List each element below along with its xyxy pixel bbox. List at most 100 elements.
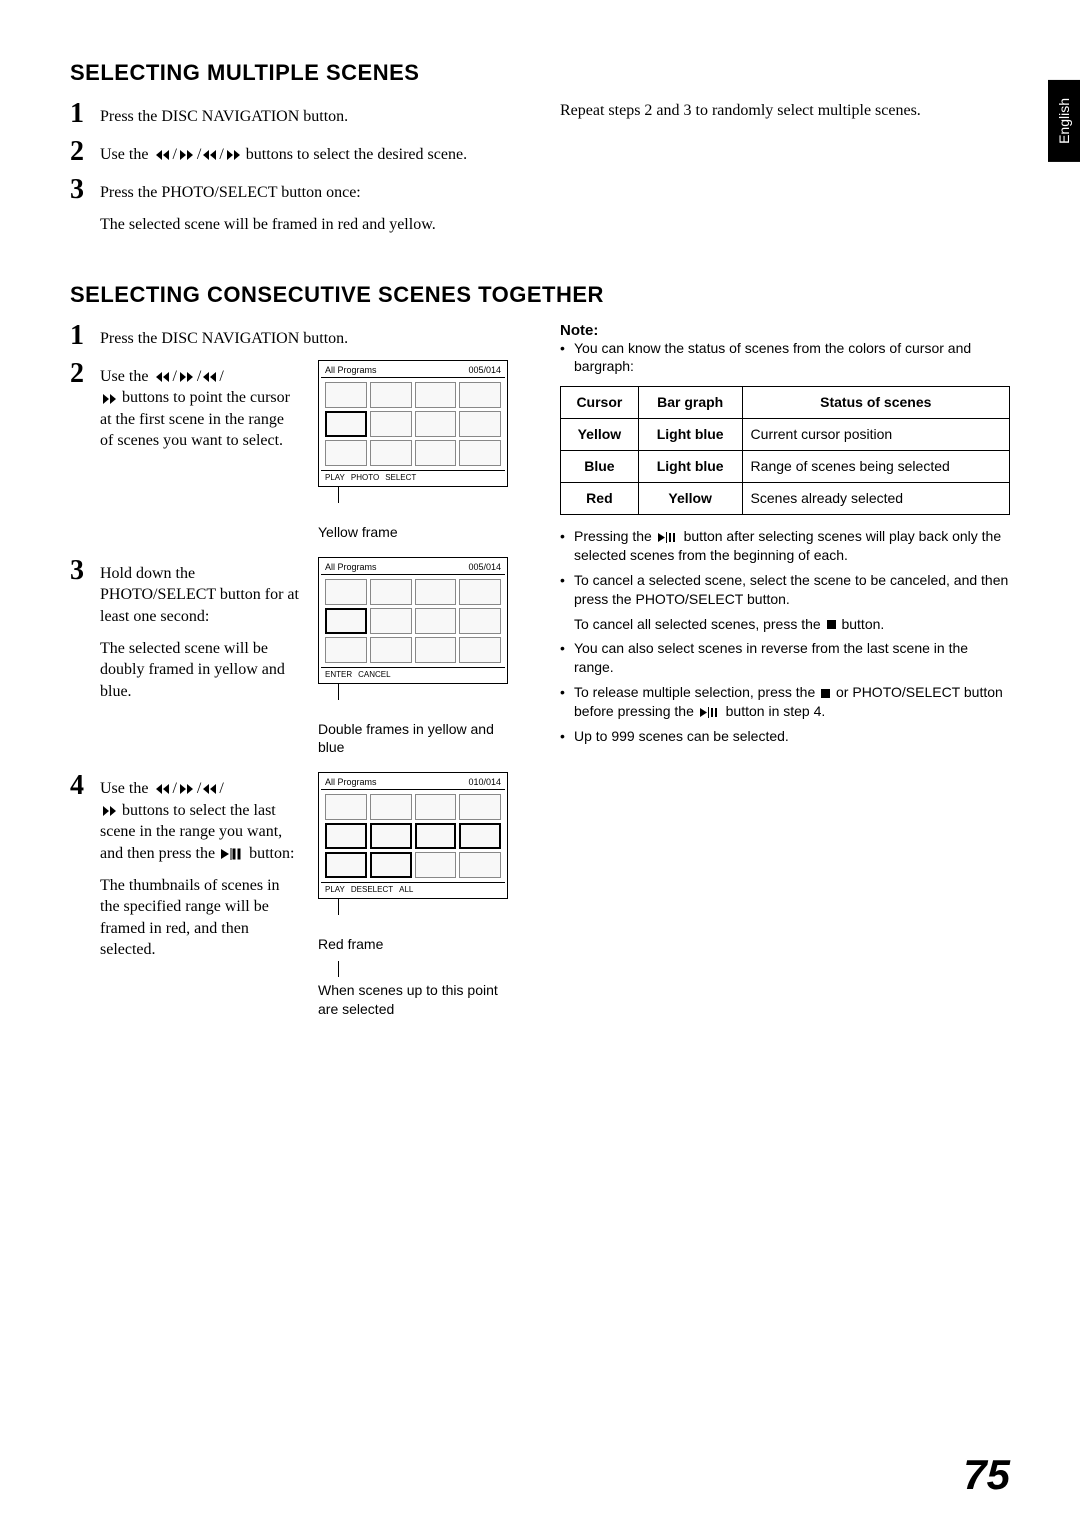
step: 1 Press the DISC NAVIGATION button. bbox=[70, 100, 520, 128]
step: 2 Use the /// buttons to select the desi… bbox=[70, 138, 520, 166]
foot-label: ALL bbox=[399, 885, 413, 894]
play-pause-icon bbox=[657, 532, 679, 543]
step-number: 1 bbox=[70, 322, 92, 350]
foot-label: PLAY bbox=[325, 473, 345, 482]
thumbnail-grid: All Programs 010/014 PLAY DESELECT ALL bbox=[318, 772, 508, 899]
grid-head-right: 005/014 bbox=[468, 562, 501, 572]
table-cell: Red bbox=[561, 483, 639, 515]
text: Use the bbox=[100, 368, 152, 385]
section1-title: SELECTING MULTIPLE SCENES bbox=[70, 60, 1010, 86]
text: button: bbox=[245, 845, 294, 862]
foot-label: PLAY bbox=[325, 885, 345, 894]
text: Pressing the bbox=[574, 528, 656, 544]
step-text: Press the DISC NAVIGATION button. bbox=[100, 322, 348, 350]
table-header: Bar graph bbox=[638, 387, 742, 419]
step-number: 2 bbox=[70, 360, 92, 388]
step-subtext: The selected scene will be framed in red… bbox=[100, 214, 520, 236]
step-number: 4 bbox=[70, 772, 92, 800]
foot-label: ENTER bbox=[325, 670, 352, 679]
step: 4 Use the /// buttons to select the last… bbox=[70, 772, 300, 864]
step-text: Press the PHOTO/SELECT button once: bbox=[100, 176, 361, 204]
step-text: Use the /// buttons to select the desire… bbox=[100, 138, 467, 166]
grid-head-left: All Programs bbox=[325, 365, 377, 375]
grid-head-right: 005/014 bbox=[468, 365, 501, 375]
step-text: Use the /// buttons to select the last s… bbox=[100, 772, 300, 864]
step-number: 3 bbox=[70, 176, 92, 204]
fastfwd-icon bbox=[225, 149, 241, 161]
step-number: 3 bbox=[70, 557, 92, 585]
note-bullet: Up to 999 scenes can be selected. bbox=[560, 727, 1010, 746]
table-header: Status of scenes bbox=[742, 387, 1009, 419]
foot-label: DESELECT bbox=[351, 885, 393, 894]
step-number: 1 bbox=[70, 100, 92, 128]
grid-caption: Double frames in yellow and blue bbox=[318, 720, 518, 756]
skip-fwd-icon bbox=[178, 783, 196, 795]
step-text: Use the /// buttons to point the cursor … bbox=[100, 360, 300, 452]
foot-label: CANCEL bbox=[358, 670, 390, 679]
skip-fwd-icon bbox=[178, 371, 196, 383]
note-bullet: You can also select scenes in reverse fr… bbox=[560, 639, 1010, 677]
rewind-icon bbox=[202, 783, 218, 795]
grid-caption: Yellow frame bbox=[318, 523, 518, 541]
table-cell: Yellow bbox=[561, 419, 639, 451]
text: Use the bbox=[100, 780, 152, 797]
note-label: Note: bbox=[560, 322, 1010, 339]
grid-head-left: All Programs bbox=[325, 777, 377, 787]
skip-back-icon bbox=[153, 371, 171, 383]
section1-body: 1 Press the DISC NAVIGATION button. 2 Us… bbox=[70, 100, 1010, 246]
status-table: Cursor Bar graph Status of scenes Yellow… bbox=[560, 386, 1010, 515]
step: 1 Press the DISC NAVIGATION button. bbox=[70, 322, 520, 350]
step-text: Hold down the PHOTO/SELECT button for at… bbox=[100, 557, 300, 628]
step: 3 Press the PHOTO/SELECT button once: bbox=[70, 176, 520, 204]
fastfwd-icon bbox=[101, 393, 117, 405]
thumbnail-grid: All Programs 005/014 PLAY PHOTO SELECT bbox=[318, 360, 508, 487]
grid-head-right: 010/014 bbox=[468, 777, 501, 787]
skip-back-icon bbox=[153, 149, 171, 161]
note-sub: To cancel all selected scenes, press the… bbox=[560, 615, 1010, 634]
step: 3 Hold down the PHOTO/SELECT button for … bbox=[70, 557, 300, 628]
text: button. bbox=[838, 616, 885, 632]
step-number: 2 bbox=[70, 138, 92, 166]
skip-back-icon bbox=[153, 783, 171, 795]
table-cell: Light blue bbox=[638, 451, 742, 483]
text: buttons to point the cursor at the first… bbox=[100, 389, 290, 449]
section2-body: 1 Press the DISC NAVIGATION button. 2 Us… bbox=[70, 322, 1010, 1018]
play-pause-icon bbox=[699, 707, 721, 718]
text: Use the bbox=[100, 146, 152, 163]
grid-caption: Red frame bbox=[318, 935, 518, 953]
table-cell: Scenes already selected bbox=[742, 483, 1009, 515]
table-cell: Blue bbox=[561, 451, 639, 483]
table-cell: Yellow bbox=[638, 483, 742, 515]
foot-label: PHOTO bbox=[351, 473, 379, 482]
text: To release multiple selection, press the bbox=[574, 684, 819, 700]
step: 2 Use the /// buttons to point the curso… bbox=[70, 360, 300, 452]
grid-head-left: All Programs bbox=[325, 562, 377, 572]
foot-label: SELECT bbox=[385, 473, 416, 482]
note-bullet: To release multiple selection, press the… bbox=[560, 683, 1010, 721]
step-text: Press the DISC NAVIGATION button. bbox=[100, 100, 348, 128]
rewind-icon bbox=[202, 371, 218, 383]
section1-right-text: Repeat steps 2 and 3 to randomly select … bbox=[560, 100, 1010, 122]
fastfwd-icon bbox=[101, 805, 117, 817]
skip-fwd-icon bbox=[178, 149, 196, 161]
step-subtext: The thumbnails of scenes in the specifie… bbox=[100, 875, 300, 961]
stop-icon bbox=[826, 619, 837, 630]
table-cell: Range of scenes being selected bbox=[742, 451, 1009, 483]
table-cell: Current cursor position bbox=[742, 419, 1009, 451]
play-pause-icon bbox=[220, 848, 244, 860]
language-tab: English bbox=[1048, 80, 1080, 162]
page-number: 75 bbox=[963, 1451, 1010, 1499]
note-bullet: To cancel a selected scene, select the s… bbox=[560, 571, 1010, 609]
note-intro: You can know the status of scenes from t… bbox=[560, 339, 1010, 377]
grid-caption2: When scenes up to this point are selecte… bbox=[318, 981, 518, 1017]
section2-title: SELECTING CONSECUTIVE SCENES TOGETHER bbox=[70, 282, 1010, 308]
text: To cancel all selected scenes, press the bbox=[574, 616, 825, 632]
note-bullet: Pressing the button after selecting scen… bbox=[560, 527, 1010, 565]
thumbnail-grid: All Programs 005/014 ENTER CANCEL bbox=[318, 557, 508, 684]
table-cell: Light blue bbox=[638, 419, 742, 451]
text: button in step 4. bbox=[722, 703, 826, 719]
table-header: Cursor bbox=[561, 387, 639, 419]
rewind-icon bbox=[202, 149, 218, 161]
step-subtext: The selected scene will be doubly framed… bbox=[100, 638, 300, 703]
stop-icon bbox=[820, 688, 831, 699]
